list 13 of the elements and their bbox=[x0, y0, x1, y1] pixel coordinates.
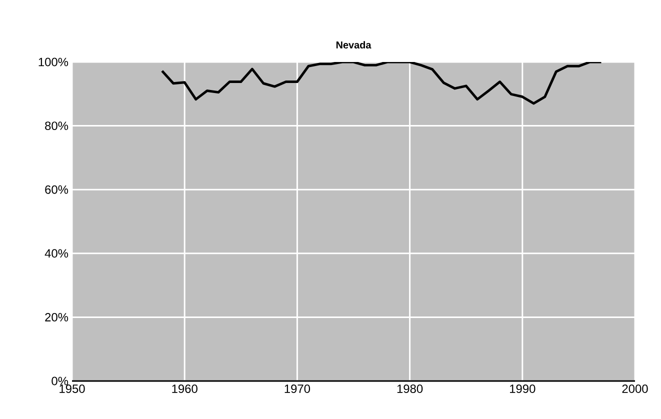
y-tick-label: 60% bbox=[45, 185, 68, 194]
y-tick-label: 40% bbox=[44, 249, 68, 258]
x-tick-label: 2000 bbox=[622, 384, 648, 393]
y-tick-label: 20% bbox=[45, 312, 68, 322]
chart-title: Nevada bbox=[336, 41, 372, 48]
x-tick-label: 1960 bbox=[172, 384, 198, 393]
x-tick-label: 1970 bbox=[284, 384, 310, 393]
y-tick-label: 100% bbox=[38, 58, 68, 66]
y-tick-label: 80% bbox=[45, 122, 68, 130]
x-tick-label: 1980 bbox=[397, 384, 423, 393]
x-tick-label: 1990 bbox=[510, 384, 536, 393]
x-tick-label: 1950 bbox=[60, 384, 85, 393]
y-tick-label: 0% bbox=[52, 376, 68, 386]
